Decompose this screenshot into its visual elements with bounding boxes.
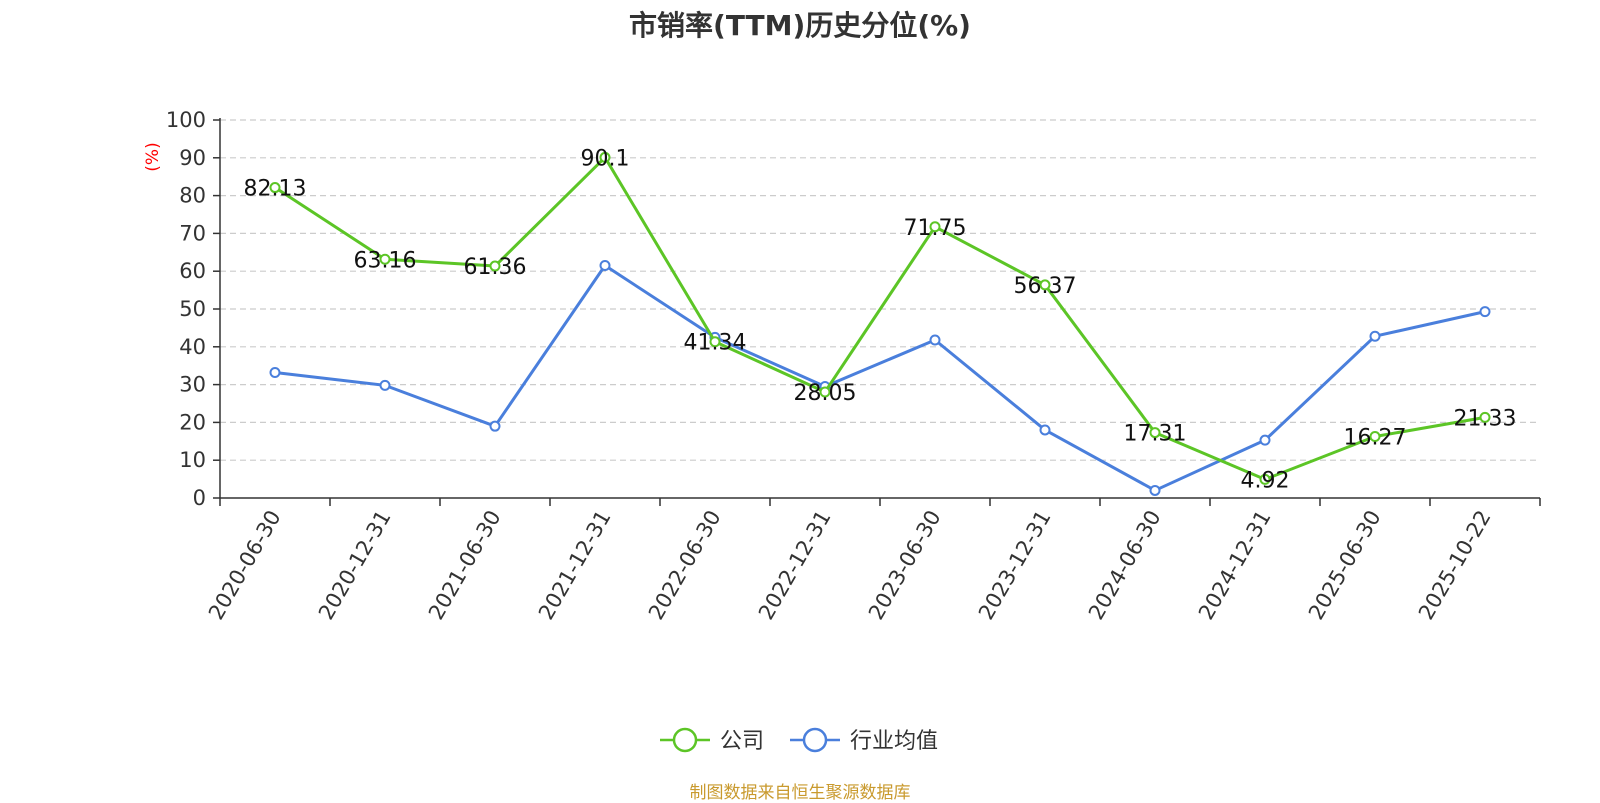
data-point[interactable] [599,260,611,272]
grid-lines [220,119,1540,461]
series-lines [269,151,1491,496]
x-tick-label: 2021-12-31 [534,506,616,624]
x-tick-label: 2020-06-30 [204,506,286,624]
legend-item-industry-average[interactable]: 行业均值 [790,727,938,754]
data-point[interactable] [1039,279,1051,291]
data-point[interactable] [269,182,281,194]
legend[interactable]: 公司 行业均值 [660,727,938,754]
legend-label: 公司 [720,729,764,754]
data-label: 28.05 [794,381,857,406]
x-tick-label: 2020-12-31 [314,506,396,624]
data-label: 90.1 [581,146,630,171]
y-tick-label: 70 [179,221,206,245]
chart-title: 市销率(TTM)历史分位(%) [629,9,971,42]
y-tick-label: 60 [179,259,206,283]
y-tick-label: 30 [179,373,206,397]
series-line-industry-average [274,264,1486,492]
y-tick-label: 90 [179,146,206,170]
data-label: 82.13 [244,177,307,202]
data-point[interactable] [489,260,501,272]
x-tick-label: 2022-12-31 [754,506,836,624]
legend-label: 行业均值 [850,729,938,754]
data-label: 63.16 [354,248,417,273]
axes: 0 10 20 30 40 50 60 70 80 90 100 2020-06-30 2020-12-… [166,108,1541,624]
y-tick-label: 100 [166,108,206,132]
y-tick-label: 80 [179,184,206,208]
data-label: 41.34 [684,331,747,356]
data-point[interactable] [379,253,391,265]
x-tick-label: 2024-06-30 [1084,506,1166,624]
data-label: 17.31 [1124,422,1187,447]
y-tick-label: 10 [179,448,206,472]
y-tick-label: 50 [179,297,206,321]
data-point[interactable] [1259,473,1271,485]
data-point[interactable] [929,221,941,233]
x-tick-label: 2022-06-30 [644,506,726,624]
legend-marker-icon [802,727,828,753]
data-label: 21.33 [1454,406,1517,431]
data-point[interactable] [1259,434,1271,446]
data-point[interactable] [489,420,501,432]
data-point[interactable] [709,336,721,348]
data-point[interactable] [599,151,611,163]
data-label: 71.75 [904,216,967,241]
data-point[interactable] [929,334,941,346]
data-point[interactable] [1149,484,1161,496]
data-point[interactable] [1149,427,1161,439]
y-tick-label: 20 [179,410,206,434]
data-point[interactable] [1369,330,1381,342]
x-tick-label: 2023-12-31 [974,506,1056,624]
data-point[interactable] [1479,411,1491,423]
data-point[interactable] [819,386,831,398]
data-point[interactable] [1369,430,1381,442]
source-note: 制图数据来自恒生聚源数据库 [689,783,911,803]
y-tick-label: 0 [193,486,206,510]
data-point[interactable] [269,367,281,379]
x-tick-label: 2023-06-30 [864,506,946,624]
legend-item-company[interactable]: 公司 [660,727,764,754]
data-label: 4.92 [1241,468,1290,493]
data-labels: 82.13 63.16 61.36 90.1 41.34 28.05 71.75 56.37 1… [244,146,1517,493]
x-tick-label: 2021-06-30 [424,506,506,624]
data-label: 56.37 [1014,274,1077,299]
data-label: 61.36 [464,255,527,280]
legend-marker-icon [672,727,698,753]
data-label: 16.27 [1344,425,1407,450]
data-point[interactable] [1039,424,1051,436]
y-tick-label: 40 [179,335,206,359]
series-line-company [274,155,1486,481]
y-axis-unit-label: (%) [143,142,163,171]
data-point[interactable] [1479,306,1491,318]
x-tick-label: 2024-12-31 [1194,506,1276,624]
data-point[interactable] [379,379,391,391]
x-tick-label: 2025-06-30 [1304,506,1386,624]
x-tick-label: 2025-10-22 [1414,506,1496,624]
